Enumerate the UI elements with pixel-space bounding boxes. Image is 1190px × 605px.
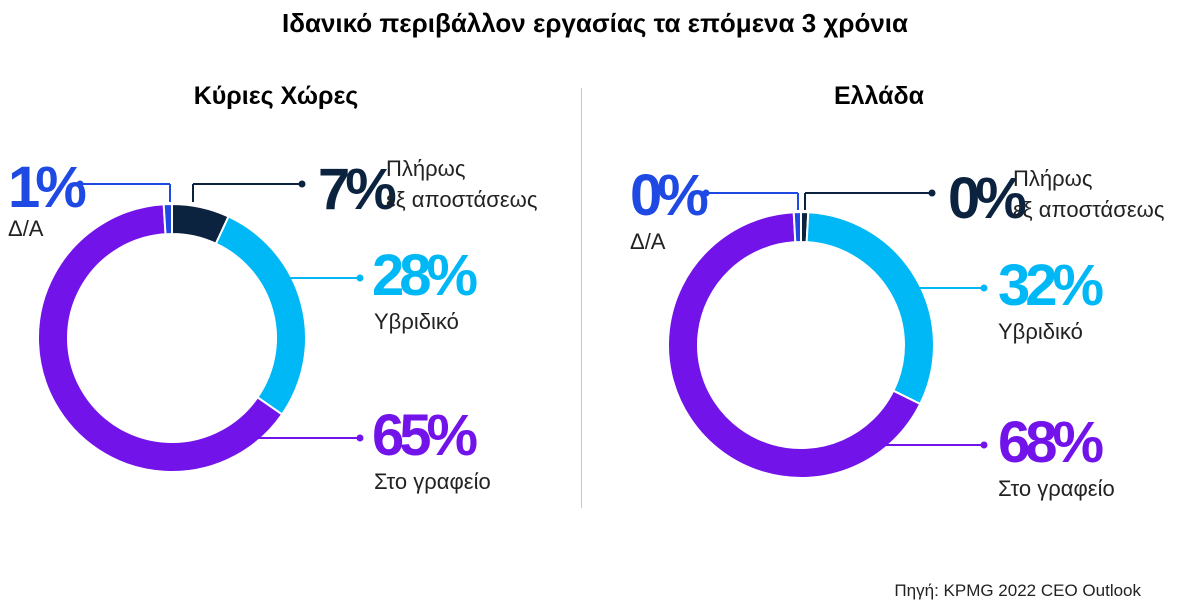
page-title: Ιδανικό περιβάλλον εργασίας τα επόμενα 3… xyxy=(282,8,908,38)
category-label-hybrid: Υβριδικό xyxy=(998,319,1083,344)
data-label-hybrid: 28% xyxy=(372,243,478,308)
donut-slice-hybrid xyxy=(214,215,307,416)
donut-slice-office xyxy=(667,211,922,479)
leader-dot-office xyxy=(980,441,988,449)
data-label-office: 68% xyxy=(998,410,1104,475)
leader-dot-na xyxy=(76,180,84,188)
leader-dot-hybrid xyxy=(356,274,364,282)
leader-dot-office xyxy=(356,434,364,442)
source-note: Πηγή: KPMG 2022 CEO Outlook xyxy=(894,581,1141,600)
category-label-hybrid: Υβριδικό xyxy=(374,309,459,334)
category-label-office: Στο γραφείο xyxy=(998,476,1115,501)
donut-slice-hybrid xyxy=(805,211,935,406)
donut-slice-office xyxy=(37,203,284,473)
chart-title-greece: Ελλάδα xyxy=(833,82,925,110)
data-label-remote: 0% xyxy=(948,166,1026,231)
category-label-office: Στο γραφείο xyxy=(374,469,491,494)
data-label-na: 1% xyxy=(8,155,86,220)
panel-divider xyxy=(581,88,582,508)
data-label-remote: 7% xyxy=(318,157,396,222)
category-label-remote: εξ αποστάσεως xyxy=(1013,197,1164,222)
leader-dot-remote xyxy=(298,180,306,188)
leader-dot-hybrid xyxy=(980,284,988,292)
data-label-hybrid: 32% xyxy=(998,253,1104,318)
data-label-na: 0% xyxy=(630,163,708,228)
category-label-remote: Πλήρως xyxy=(386,156,465,181)
category-label-na: Δ/Α xyxy=(630,229,666,254)
donut-chart-0: 7%Πλήρως εξ αποστάσεως 28%Υβριδικό 65%Στο γ… xyxy=(8,155,537,494)
donut-slice-na xyxy=(792,210,802,244)
leader-dot-na xyxy=(702,189,710,197)
category-label-remote: εξ αποστάσεως xyxy=(386,187,537,212)
leader-dot-remote xyxy=(928,189,936,197)
category-label-remote: Πλήρως xyxy=(1013,166,1092,191)
donut-slice-na xyxy=(162,202,173,236)
data-label-office: 65% xyxy=(372,403,478,468)
category-label-na: Δ/Α xyxy=(8,216,44,241)
chart-title-main-countries: Κύριες Χώρες xyxy=(193,82,359,110)
